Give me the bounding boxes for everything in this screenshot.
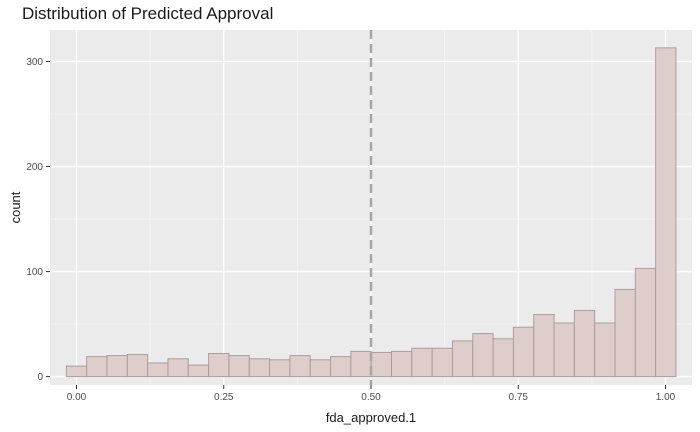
x-tick-label: 0.00: [67, 392, 87, 403]
histogram-bar: [370, 351, 392, 378]
chart-title: Distribution of Predicted Approval: [22, 4, 274, 23]
y-axis: 0 100 200 300: [26, 57, 50, 383]
histogram-bar: [512, 326, 535, 378]
histogram-bar: [309, 359, 332, 378]
y-tick-label: 100: [26, 267, 43, 278]
histogram-bar: [126, 354, 149, 378]
y-tick-label: 0: [37, 372, 43, 383]
histogram-bar: [390, 350, 413, 378]
histogram-bar: [350, 350, 372, 378]
histogram-bar: [106, 355, 128, 378]
x-tick-label: 0.75: [509, 392, 529, 403]
histogram-bar: [472, 333, 494, 378]
histogram-bar: [248, 358, 271, 378]
histogram-bar: [553, 322, 575, 378]
histogram-bars: [65, 47, 677, 378]
x-axis-title: fda_approved.1: [326, 410, 416, 425]
x-tick-label: 0.50: [361, 392, 381, 403]
histogram-bar: [573, 309, 596, 378]
histogram-bar: [594, 322, 616, 378]
x-tick-label: 0.25: [214, 392, 234, 403]
histogram-bar: [655, 47, 677, 378]
histogram-bar: [330, 356, 352, 378]
x-tick-label: 1.00: [656, 392, 676, 403]
histogram-bar: [269, 359, 291, 378]
histogram-bar: [492, 338, 514, 378]
y-tick-label: 300: [26, 57, 43, 68]
histogram-bar: [431, 347, 453, 378]
y-axis-title: count: [8, 191, 23, 223]
x-axis: 0.00 0.25 0.50 0.75 1.00: [67, 385, 676, 403]
histogram-bar: [289, 355, 311, 378]
histogram-bar: [167, 358, 189, 378]
histogram-bar: [208, 352, 230, 378]
histogram-bar: [187, 364, 210, 378]
histogram-bar: [533, 314, 555, 378]
histogram-bar: [65, 365, 88, 378]
histogram-bar: [451, 340, 474, 378]
histogram-bar: [634, 267, 657, 378]
histogram-bar: [147, 362, 169, 378]
histogram-bar: [614, 288, 636, 378]
histogram-bar: [86, 356, 108, 378]
histogram-bar: [411, 347, 433, 378]
histogram-bar: [228, 355, 250, 378]
y-tick-label: 200: [26, 162, 43, 173]
